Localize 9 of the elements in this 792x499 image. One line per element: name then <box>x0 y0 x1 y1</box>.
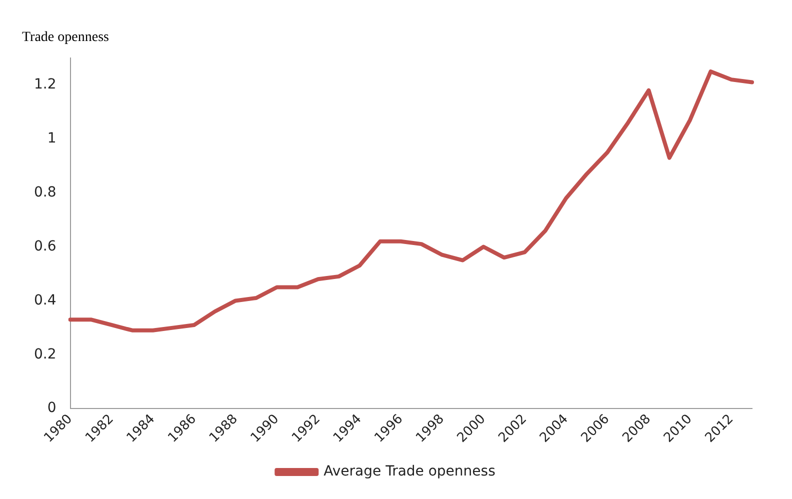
y-tick-label: 0.2 <box>34 346 56 362</box>
y-tick-label: 1 <box>47 130 56 147</box>
legend-label: Average Trade openness <box>324 464 496 480</box>
y-tick-label: 0 <box>47 400 56 416</box>
y-tick-label: 1.2 <box>34 76 56 93</box>
y-tick-label: 0.4 <box>34 292 56 308</box>
y-tick-label: 0.6 <box>34 238 56 254</box>
y-tick-label: 0.8 <box>34 184 56 200</box>
y-axis-title: Trade openness <box>22 30 109 46</box>
